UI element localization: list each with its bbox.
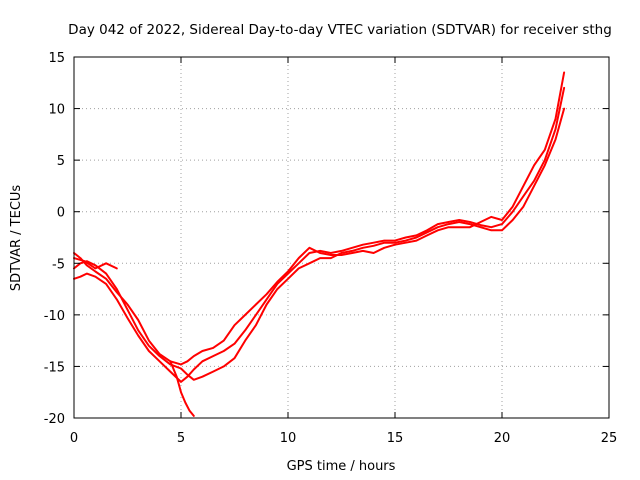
chart-title: Day 042 of 2022, Sidereal Day-to-day VTE… [68, 22, 612, 38]
series-line-track-b [73, 107, 566, 381]
series-group [73, 71, 566, 417]
series-line-track-e [169, 360, 195, 417]
series-line-track-a [73, 86, 566, 383]
x-axis-label: GPS time / hours [287, 459, 396, 474]
series-line-track-c [73, 71, 566, 366]
y-tick-label: -10 [44, 309, 65, 324]
y-tick-label: 5 [57, 154, 65, 169]
x-tick-label: 25 [601, 431, 618, 446]
x-tick-label: 5 [177, 431, 185, 446]
y-axis-label: SDTVAR / TECUs [9, 185, 24, 292]
x-tick-label: 20 [494, 431, 511, 446]
y-tick-label: 15 [48, 51, 65, 66]
axis-ticks: 0 5 10 15 20 25 -20 -15 -10 -5 0 5 10 15 [44, 51, 618, 446]
y-tick-label: -5 [52, 257, 65, 272]
x-tick-label: 15 [387, 431, 404, 446]
plot-frame [73, 56, 610, 419]
y-tick-label: -20 [44, 412, 65, 427]
series-line-track-d [73, 257, 118, 270]
grid [74, 57, 609, 418]
y-tick-label: -15 [44, 360, 65, 375]
y-tick-label: 0 [57, 206, 65, 221]
x-tick-label: 0 [70, 431, 78, 446]
x-tick-label: 10 [280, 431, 297, 446]
y-tick-label: 10 [48, 103, 65, 118]
